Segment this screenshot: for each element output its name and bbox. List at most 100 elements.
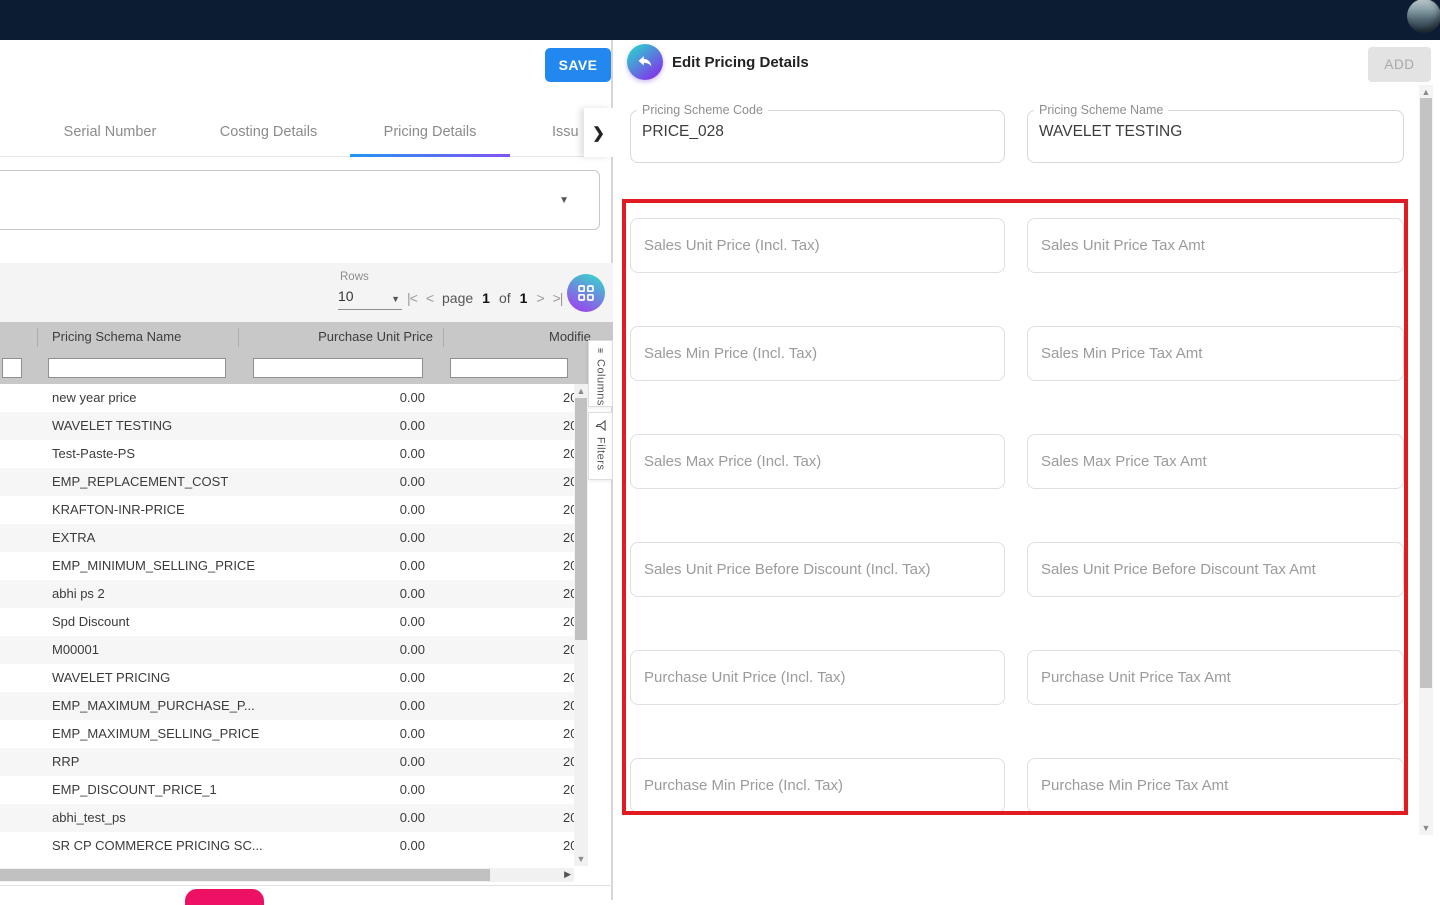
grid-view-button[interactable] <box>567 274 605 312</box>
column-divider <box>443 328 444 347</box>
user-avatar[interactable] <box>1407 0 1440 33</box>
table-row[interactable]: Test-Paste-PS 0.00 20 <box>0 440 574 468</box>
cell-purchase-price: 0.00 <box>399 614 425 629</box>
filter-icon <box>595 420 606 431</box>
cell-schema-name: EMP_REPLACEMENT_COST <box>52 474 229 489</box>
table-row[interactable]: EMP_MAXIMUM_PURCHASE_P... 0.00 20 <box>0 692 574 720</box>
save-button[interactable]: SAVE <box>545 48 611 82</box>
table-row[interactable]: KRAFTON-INR-PRICE 0.00 20 <box>0 496 574 524</box>
column-divider <box>37 328 38 347</box>
table-row[interactable]: M00001 0.00 20 <box>0 636 574 664</box>
tab-bar: Serial Number Costing Details Pricing De… <box>0 108 613 157</box>
price-field-input[interactable]: Purchase Unit Price (Incl. Tax) <box>630 650 1005 705</box>
pricing-scheme-code-value: PRICE_028 <box>642 123 724 140</box>
price-field-input[interactable]: Sales Unit Price Tax Amt <box>1027 218 1404 273</box>
cell-purchase-price: 0.00 <box>399 418 425 433</box>
scheme-select-dropdown[interactable]: ▼ <box>0 170 600 230</box>
page-word: page <box>442 290 474 306</box>
price-field-input[interactable]: Sales Max Price Tax Amt <box>1027 434 1404 489</box>
panel-divider-line <box>0 885 613 886</box>
table-body: new year price 0.00 20 WAVELET TESTING 0… <box>0 384 574 861</box>
header-pricing-schema-name[interactable]: Pricing Schema Name <box>52 329 182 344</box>
tab-serial-number[interactable]: Serial Number <box>63 124 157 140</box>
cell-modified: 20 <box>563 838 574 853</box>
table-header-row: Pricing Schema Name Purchase Unit Price … <box>0 322 613 352</box>
table-row[interactable]: SR CP COMMERCE PRICING SC... 0.00 20 <box>0 832 574 860</box>
side-tab-columns[interactable]: Columns <box>588 340 613 407</box>
active-tab-underline <box>350 154 510 157</box>
rows-label: Rows <box>340 271 369 283</box>
filter-input-modified[interactable] <box>450 358 568 378</box>
price-field-input[interactable]: Sales Unit Price Before Discount (Incl. … <box>630 542 1005 597</box>
table-row[interactable]: Spd Discount 0.00 20 <box>0 608 574 636</box>
price-field-input[interactable]: Purchase Unit Price Tax Amt <box>1027 650 1404 705</box>
filter-input-purchase-price[interactable] <box>253 358 423 378</box>
table-row[interactable]: EMP_MAXIMUM_SELLING_PRICE 0.00 20 <box>0 720 574 748</box>
filter-input-select-column[interactable] <box>2 358 22 378</box>
last-page-button[interactable]: >| <box>552 290 564 306</box>
price-field-input[interactable]: Purchase Min Price (Incl. Tax) <box>630 758 1005 813</box>
price-field-input[interactable]: Purchase Min Price Tax Amt <box>1027 758 1404 813</box>
top-navigation-bar <box>0 0 1440 40</box>
table-row[interactable]: EMP_MINIMUM_SELLING_PRICE 0.00 20 <box>0 552 574 580</box>
scroll-down-icon[interactable]: ▼ <box>576 854 586 864</box>
tab-issues[interactable]: Issu <box>552 124 579 140</box>
cell-modified: 20 <box>563 446 574 461</box>
table-row[interactable]: EMP_REPLACEMENT_COST 0.00 20 <box>0 468 574 496</box>
cell-modified: 20 <box>563 810 574 825</box>
tab-costing-details[interactable]: Costing Details <box>219 124 318 140</box>
table-row[interactable]: WAVELET PRICING 0.00 20 <box>0 664 574 692</box>
tabs-scroll-next-button[interactable]: ❯ <box>584 108 613 157</box>
bottom-action-button[interactable] <box>185 889 264 905</box>
tab-pricing-details[interactable]: Pricing Details <box>383 124 477 140</box>
table-row[interactable]: abhi ps 2 0.00 20 <box>0 580 574 608</box>
price-field-input[interactable]: Sales Min Price (Incl. Tax) <box>630 326 1005 381</box>
back-button[interactable] <box>627 44 663 80</box>
pricing-scheme-name-value: WAVELET TESTING <box>1039 123 1183 140</box>
table-row[interactable]: EXTRA 0.00 20 <box>0 524 574 552</box>
table-row[interactable]: new year price 0.00 20 <box>0 384 574 412</box>
scroll-right-icon[interactable]: ▶ <box>564 869 571 879</box>
table-row[interactable]: RRP 0.00 20 <box>0 748 574 776</box>
cell-purchase-price: 0.00 <box>399 810 425 825</box>
table-row[interactable]: EMP_DISCOUNT_PRICE_1 0.00 20 <box>0 776 574 804</box>
cell-modified: 20 <box>563 558 574 573</box>
pricing-scheme-name-field[interactable]: Pricing Scheme Name WAVELET TESTING <box>1027 103 1404 163</box>
rows-per-page-select[interactable]: 10 ▼ <box>338 288 402 310</box>
table-filter-row <box>0 352 613 384</box>
cell-purchase-price: 0.00 <box>399 754 425 769</box>
cell-schema-name: abhi ps 2 <box>52 586 105 601</box>
add-button[interactable]: ADD <box>1368 47 1431 82</box>
cell-modified: 20 <box>563 782 574 797</box>
price-field-input[interactable]: Sales Unit Price Before Discount Tax Amt <box>1027 542 1404 597</box>
rows-per-page-value: 10 <box>338 288 354 304</box>
first-page-button[interactable]: |< <box>407 290 418 306</box>
scroll-up-icon[interactable]: ▲ <box>576 386 586 396</box>
cell-schema-name: EXTRA <box>52 530 96 545</box>
price-field-input[interactable]: Sales Max Price (Incl. Tax) <box>630 434 1005 489</box>
header-purchase-unit-price[interactable]: Purchase Unit Price <box>318 329 433 344</box>
table-vertical-scrollbar[interactable]: ▲ ▼ <box>574 384 588 866</box>
filter-input-schema-name[interactable] <box>48 358 226 378</box>
cell-modified: 20 <box>563 530 574 545</box>
table-horizontal-scrollbar[interactable]: ▶ <box>0 868 574 882</box>
scrollbar-thumb[interactable] <box>0 869 490 881</box>
header-modified[interactable]: Modifie <box>549 329 591 344</box>
panel-vertical-scrollbar[interactable]: ▲ ▼ <box>1419 85 1433 835</box>
price-fields-grid: Sales Unit Price (Incl. Tax) Sales Unit P… <box>630 218 1404 813</box>
price-field-input[interactable]: Sales Min Price Tax Amt <box>1027 326 1404 381</box>
next-page-button[interactable]: > <box>536 290 544 306</box>
cell-schema-name: WAVELET TESTING <box>52 418 173 433</box>
scrollbar-thumb[interactable] <box>1420 98 1432 688</box>
cell-schema-name: EMP_MINIMUM_SELLING_PRICE <box>52 558 255 573</box>
side-tab-filters[interactable]: Filters <box>588 412 613 480</box>
prev-page-button[interactable]: < <box>425 290 434 306</box>
price-field-input[interactable]: Sales Unit Price (Incl. Tax) <box>630 218 1005 273</box>
pricing-scheme-code-field[interactable]: Pricing Scheme Code PRICE_028 <box>630 103 1005 163</box>
table-row[interactable]: WAVELET TESTING 0.00 20 <box>0 412 574 440</box>
table-row[interactable]: abhi_test_ps 0.00 20 <box>0 804 574 832</box>
scrollbar-thumb[interactable] <box>575 398 587 640</box>
cell-schema-name: RRP <box>52 754 80 769</box>
scroll-down-icon[interactable]: ▼ <box>1421 823 1431 833</box>
scroll-up-icon[interactable]: ▲ <box>1421 87 1431 97</box>
